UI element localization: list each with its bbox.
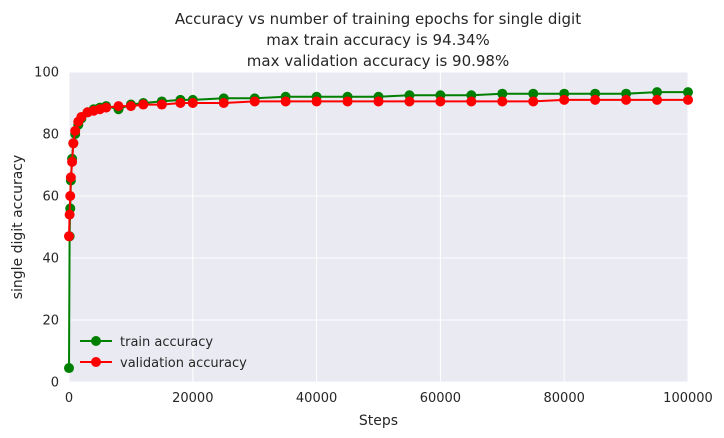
legend-validation-label: validation accuracy	[120, 356, 247, 371]
x-tick-label: 80000	[544, 391, 585, 406]
data-point	[342, 96, 353, 107]
data-point	[68, 138, 79, 149]
data-point	[113, 101, 124, 112]
title-line-1: Accuracy vs number of training epochs fo…	[175, 10, 581, 28]
x-axis-label: Steps	[359, 413, 398, 429]
data-point	[404, 96, 415, 107]
data-point	[466, 96, 477, 107]
data-point	[652, 94, 663, 105]
data-point	[175, 98, 186, 108]
tick-labels: 0 20000 40000 60000 80000 100000 0 20 40 60 80 100	[34, 66, 713, 407]
data-point	[280, 96, 291, 107]
data-point	[559, 94, 570, 105]
data-point	[65, 191, 76, 201]
y-tick-label: 0	[51, 376, 59, 391]
x-tick-label: 60000	[420, 391, 461, 406]
data-point	[652, 87, 663, 98]
legend-validation-marker	[91, 357, 101, 367]
data-point	[249, 96, 260, 107]
y-tick-label: 40	[42, 252, 59, 267]
data-point	[138, 99, 149, 110]
data-point	[683, 87, 693, 98]
data-point	[65, 172, 76, 183]
data-point	[311, 96, 322, 107]
plot-area	[69, 72, 688, 382]
x-tick-label: 40000	[296, 391, 337, 406]
legend-item-validation: validation accuracy	[80, 356, 247, 371]
x-tick-label: 100000	[663, 391, 713, 406]
x-tick-label: 0	[65, 391, 73, 406]
data-point	[101, 102, 112, 113]
data-point	[67, 156, 78, 167]
x-tick-label: 20000	[172, 391, 213, 406]
data-point	[528, 96, 539, 107]
legend: train accuracy validation accuracy	[80, 335, 247, 371]
legend-train-marker	[91, 336, 101, 346]
series-layer	[64, 87, 693, 374]
data-point	[621, 94, 632, 105]
y-tick-label: 100	[34, 66, 59, 81]
data-point	[218, 98, 229, 108]
y-tick-label: 80	[42, 128, 59, 143]
data-point	[528, 88, 539, 99]
data-point	[683, 94, 693, 105]
series-validation-accuracy	[64, 94, 693, 242]
data-point	[590, 94, 601, 105]
data-point	[373, 96, 384, 107]
data-point	[64, 363, 74, 374]
legend-item-train: train accuracy	[80, 335, 213, 350]
legend-train-label: train accuracy	[120, 335, 213, 350]
data-point	[435, 96, 446, 107]
y-tick-label: 20	[42, 314, 59, 329]
data-point	[70, 125, 81, 136]
grid-lines	[68, 71, 689, 383]
data-point	[125, 101, 136, 112]
data-point	[497, 96, 508, 107]
data-point	[156, 99, 167, 110]
data-point	[187, 98, 198, 108]
data-point	[64, 231, 74, 242]
title-line-3: max validation accuracy is 90.98%	[247, 52, 509, 70]
data-point	[64, 209, 75, 220]
y-axis-label: single digit accuracy	[10, 155, 26, 300]
data-point	[497, 88, 508, 99]
title-line-2: max train accuracy is 94.34%	[266, 31, 490, 49]
y-tick-label: 60	[42, 190, 59, 205]
chart-title: Accuracy vs number of training epochs fo…	[175, 10, 581, 70]
